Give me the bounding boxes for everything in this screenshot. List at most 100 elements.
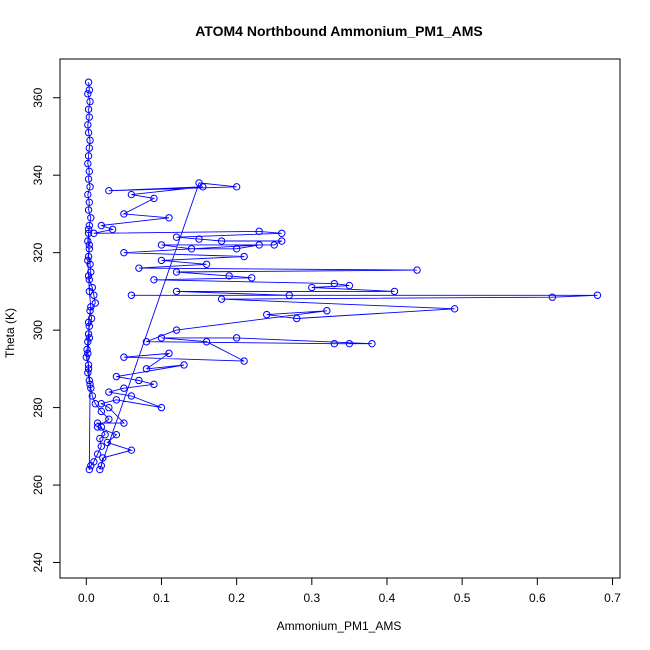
data-point	[217, 295, 226, 303]
series-layer	[82, 78, 602, 474]
data-point	[87, 303, 95, 311]
data-point	[202, 260, 211, 268]
data-point	[120, 384, 128, 392]
x-tick-label: 0.5	[454, 591, 471, 605]
data-point	[85, 334, 94, 342]
data-point	[308, 283, 316, 292]
data-point	[97, 461, 106, 470]
data-point	[232, 334, 241, 342]
data-point	[85, 167, 94, 176]
data-point	[345, 281, 354, 290]
data-point	[86, 97, 94, 106]
data-point	[120, 419, 128, 427]
data-point	[84, 365, 93, 373]
data-point	[127, 392, 136, 400]
data-point	[127, 446, 136, 454]
data-point	[157, 403, 166, 412]
data-point	[195, 179, 203, 187]
data-point	[87, 214, 95, 222]
data-point	[87, 461, 95, 470]
data-point	[84, 361, 93, 369]
data-point	[142, 365, 151, 373]
data-point	[97, 407, 106, 416]
data-point	[157, 241, 166, 249]
data-point	[240, 252, 248, 261]
data-point	[86, 260, 94, 268]
y-axis: 240 260 280 300 320 340 360	[31, 87, 61, 573]
data-point	[84, 128, 93, 137]
data-point	[330, 339, 339, 348]
data-point	[135, 264, 143, 272]
data-point	[84, 105, 93, 114]
data-point	[345, 339, 354, 348]
data-point	[112, 372, 121, 381]
data-point	[413, 266, 421, 274]
data-point	[165, 349, 173, 358]
data-point	[255, 227, 263, 236]
data-point	[368, 339, 376, 348]
data-point	[96, 434, 104, 443]
data-point	[548, 293, 557, 301]
data-point	[84, 272, 93, 280]
data-point	[247, 274, 256, 282]
data-point	[85, 465, 94, 474]
data-point	[85, 287, 94, 296]
data-point	[150, 194, 158, 203]
data-point	[263, 310, 271, 319]
data-point	[90, 229, 98, 237]
data-point	[150, 380, 158, 389]
data-point	[84, 206, 93, 214]
y-tick-label: 280	[31, 397, 45, 417]
data-point	[85, 241, 94, 249]
data-point	[84, 152, 93, 160]
data-point	[84, 252, 93, 261]
data-point	[390, 287, 399, 296]
data-point	[85, 276, 94, 284]
data-point	[84, 78, 93, 86]
data-point	[103, 438, 112, 447]
data-point	[97, 442, 106, 451]
data-point	[85, 198, 94, 207]
y-tick-label: 300	[31, 320, 45, 340]
data-point	[83, 345, 91, 354]
y-tick-label: 260	[31, 475, 45, 495]
data-point	[108, 225, 117, 234]
data-point	[120, 248, 128, 257]
data-point	[127, 291, 136, 299]
data-point	[593, 291, 602, 299]
data-point	[86, 136, 94, 145]
data-point	[187, 245, 196, 253]
y-tick-label: 240	[31, 552, 45, 572]
data-point	[255, 241, 263, 249]
data-point	[87, 268, 95, 276]
data-point	[84, 330, 93, 338]
x-axis-label: Ammonium_PM1_AMS	[277, 619, 402, 633]
data-point	[85, 144, 94, 152]
y-axis-label: Theta (K)	[3, 308, 17, 358]
data-point	[330, 279, 339, 288]
series-line	[85, 82, 598, 470]
data-point	[157, 334, 166, 342]
data-point	[150, 276, 158, 284]
x-axis: 0.0 0.1 0.2 0.3 0.4 0.5 0.6 0.7	[78, 577, 621, 605]
data-point	[285, 291, 293, 299]
data-point	[84, 349, 92, 358]
data-point	[85, 86, 94, 94]
data-point	[172, 233, 181, 241]
data-point	[105, 403, 113, 412]
data-point	[96, 465, 104, 474]
x-tick-label: 0.4	[379, 591, 396, 605]
y-tick-label: 320	[31, 242, 45, 262]
data-point	[135, 376, 143, 385]
data-point	[87, 384, 95, 392]
x-tick-label: 0.2	[228, 591, 245, 605]
data-point	[105, 388, 113, 396]
data-point	[278, 229, 286, 237]
data-point	[165, 214, 173, 222]
x-tick-label: 0.6	[529, 591, 546, 605]
data-point	[172, 268, 181, 276]
data-point	[85, 376, 94, 385]
plot-frame	[59, 58, 621, 579]
